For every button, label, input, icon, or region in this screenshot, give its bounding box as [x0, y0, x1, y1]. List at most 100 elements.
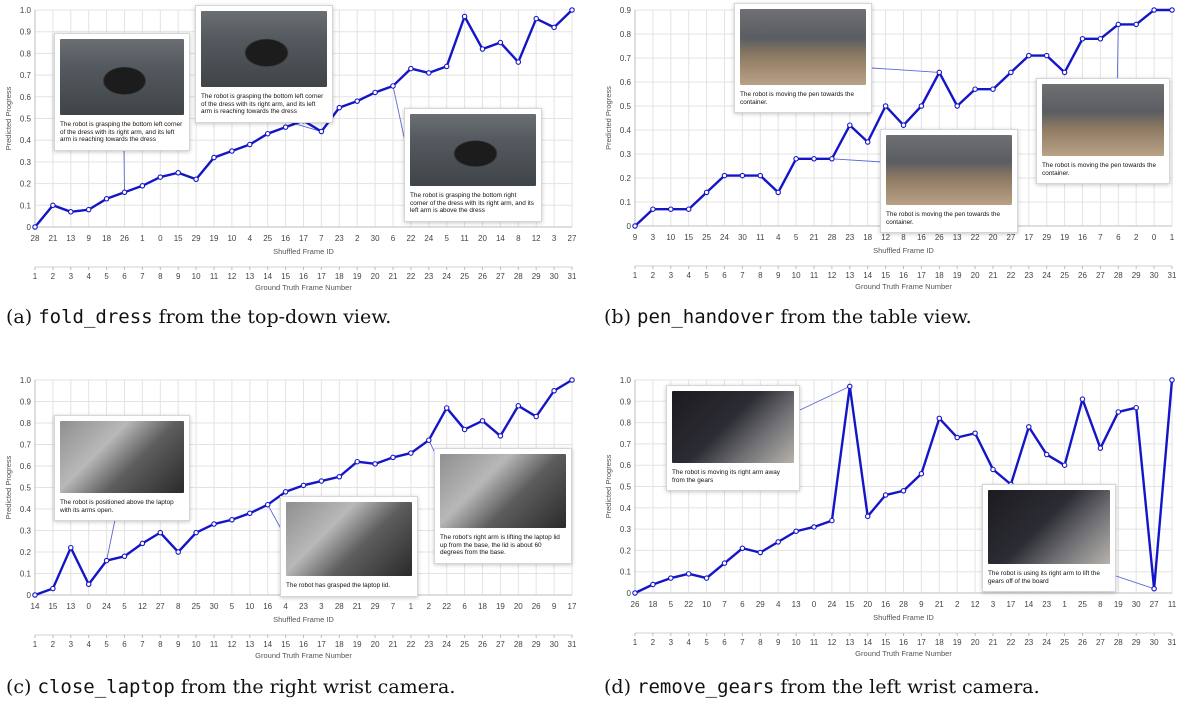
data-point-marker: [139, 540, 146, 547]
data-point-marker: [497, 433, 504, 439]
x-tick-label-shuffled-id: 25: [1078, 600, 1087, 609]
data-point-marker: [211, 154, 217, 161]
data-point-marker: [990, 86, 996, 92]
data-point-marker: [900, 122, 907, 128]
x-tick-label-shuffled-id: 15: [845, 600, 854, 609]
data-point-marker: [1115, 21, 1122, 28]
chart-svg: 00.10.20.30.40.50.60.70.80.99 3 10 15 25 24 30…: [604, 6, 1177, 291]
callout-leader-line: [392, 85, 407, 147]
x-tick-label-shuffled-id: 3: [991, 600, 996, 609]
x2-tick-label-gt-frame: 3: [669, 638, 674, 647]
data-point-marker: [121, 189, 128, 196]
data-point-marker: [50, 202, 56, 209]
x-tick-label-shuffled-id: 22: [971, 233, 980, 242]
caption-prefix: (c): [6, 676, 38, 698]
x-tick-label-shuffled-id: 2: [955, 600, 960, 609]
data-point-marker: [668, 206, 674, 212]
x-tick-label-shuffled-id: 19: [210, 234, 219, 243]
caption-prefix: (d): [604, 676, 638, 698]
callout-card: The robot is moving the pen towards the …: [880, 129, 1018, 234]
x2-tick-label-gt-frame: 30: [1150, 638, 1159, 647]
x-tick-label-shuffled-id: 29: [371, 602, 380, 611]
x2-tick-label-gt-frame: 6: [122, 640, 127, 649]
x-tick-label-shuffled-id: 18: [478, 602, 487, 611]
x-tick-label-shuffled-id: 7: [1098, 233, 1103, 242]
x-tick-label-shuffled-id: 2: [427, 602, 432, 611]
caption-d: (d) remove_gears from the left wrist cam…: [604, 676, 1040, 698]
x-tick-label-shuffled-id: 9: [919, 600, 924, 609]
callout-text: The robot is grasping the bottom left co…: [60, 121, 183, 144]
x-tick-label-shuffled-id: 3: [651, 233, 656, 242]
data-point-marker: [990, 466, 996, 473]
x2-tick-label-gt-frame: 10: [792, 271, 801, 280]
x2-tick-label-gt-frame: 30: [1150, 271, 1159, 280]
data-point-marker: [247, 141, 253, 148]
caption-code: pen_handover: [637, 306, 775, 328]
data-point-marker: [685, 206, 692, 212]
x-tick-label-shuffled-id: 15: [48, 602, 57, 611]
x2-tick-label-gt-frame: 15: [281, 272, 290, 281]
data-point-marker: [900, 488, 907, 494]
x2-tick-label-gt-frame: 27: [1096, 271, 1105, 280]
x2-tick-label-gt-frame: 22: [1006, 638, 1015, 647]
x2-tick-label-gt-frame: 19: [353, 640, 362, 649]
x2-tick-label-gt-frame: 18: [335, 272, 344, 281]
caption-suffix: from the top-down view.: [152, 306, 392, 328]
x2-tick-label-gt-frame: 20: [971, 638, 980, 647]
data-point-marker: [1079, 36, 1086, 42]
callout-card: The robot is moving its right arm away f…: [666, 385, 800, 492]
x2-tick-label-gt-frame: 30: [550, 640, 559, 649]
x-tick-label-shuffled-id: 6: [740, 600, 745, 609]
x2-tick-label-gt-frame: 26: [1078, 638, 1087, 647]
data-point-marker: [85, 206, 92, 213]
x-tick-label-shuffled-id: 21: [353, 602, 362, 611]
x2-tick-label-gt-frame: 29: [1132, 271, 1141, 280]
x2-tick-label-gt-frame: 24: [1042, 271, 1051, 280]
y-tick-label: 0.2: [20, 180, 32, 189]
data-point-marker: [569, 7, 575, 13]
data-point-marker: [1097, 36, 1104, 42]
callout-leader-line: [799, 385, 850, 411]
data-point-marker: [372, 89, 378, 96]
y-tick-label: 1.0: [620, 376, 632, 385]
x2-tick-label-gt-frame: 25: [1060, 638, 1069, 647]
x2-tick-label-gt-frame: 9: [776, 638, 781, 647]
y-tick-label: 0.6: [20, 93, 32, 102]
x2-tick-label-gt-frame: 5: [704, 271, 709, 280]
y-axis-label: Predicted Progress: [604, 454, 613, 518]
x-tick-label-shuffled-id: 19: [1060, 233, 1069, 242]
y-tick-label: 0.2: [20, 548, 32, 557]
x-tick-label-shuffled-id: 28: [899, 600, 908, 609]
x-tick-label-shuffled-id: 4: [283, 602, 288, 611]
x-tick-label-shuffled-id: 1: [409, 602, 414, 611]
x-tick-label-shuffled-id: 21: [48, 234, 57, 243]
data-point-marker: [139, 183, 146, 189]
x-tick-label-shuffled-id: 6: [1116, 233, 1121, 242]
x-tick-label-shuffled-id: 22: [406, 234, 415, 243]
callout-photo: [286, 502, 412, 576]
x2-tick-label-gt-frame: 12: [827, 271, 836, 280]
x-tick-label-shuffled-id: 21: [935, 600, 944, 609]
data-point-marker: [229, 517, 235, 523]
y-tick-label: 0.8: [20, 49, 32, 58]
x2-tick-label-gt-frame: 4: [686, 271, 691, 280]
x-tick-label-shuffled-id: 9: [633, 233, 638, 242]
x2-tick-label-gt-frame: 2: [51, 272, 56, 281]
x-tick-label-shuffled-id: 2: [1134, 233, 1139, 242]
x-tick-label-shuffled-id: 24: [720, 233, 729, 242]
x-tick-label-shuffled-id: 15: [174, 234, 183, 243]
x2-tick-label-gt-frame: 27: [496, 640, 505, 649]
x2-tick-label-gt-frame: 8: [758, 271, 763, 280]
x2-tick-label-gt-frame: 14: [863, 271, 872, 280]
data-point-marker: [1043, 451, 1050, 458]
x2-tick-label-gt-frame: 9: [176, 272, 181, 281]
x-tick-label-shuffled-id: 11: [460, 234, 469, 243]
data-point-marker: [264, 130, 271, 137]
x-tick-label-shuffled-id: 8: [176, 602, 181, 611]
x2-tick-label-gt-frame: 26: [1078, 271, 1087, 280]
x2-tick-label-gt-frame: 20: [371, 640, 380, 649]
caption-suffix: from the table view.: [774, 306, 972, 328]
x-tick-label-shuffled-id: 20: [863, 600, 872, 609]
data-point-marker: [936, 415, 943, 422]
x2-axis-label: Ground Truth Frame Number: [255, 283, 352, 292]
